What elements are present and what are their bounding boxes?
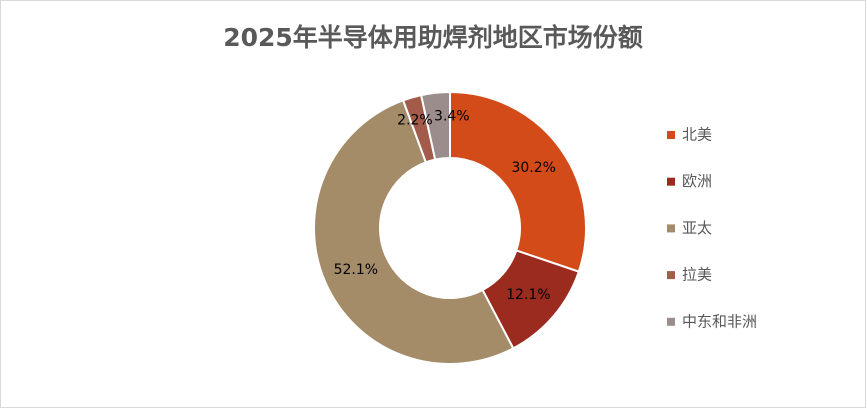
chart-title: 2025年半导体用助焊剂地区市场份额 [223,23,643,52]
legend-swatch [667,271,675,280]
donut-slice [449,90,587,273]
data-label: 12.1% [506,287,550,303]
data-label: 30.2% [511,160,555,176]
donut-slice [313,99,515,365]
data-label: 3.4% [434,109,470,125]
legend-label: 中东和非洲 [682,312,757,330]
legend-label: 亚太 [682,219,712,237]
legend-swatch [667,131,675,139]
legend-swatch [667,317,675,326]
data-label: 2.2% [397,112,433,128]
donut-slice [419,90,451,161]
legend-label: 北美 [682,126,712,144]
legend-swatch [667,224,675,233]
legend-swatch [667,177,675,186]
data-label: 52.1% [334,262,378,278]
legend-label: 欧洲 [682,172,712,190]
legend-label: 拉美 [682,266,712,284]
